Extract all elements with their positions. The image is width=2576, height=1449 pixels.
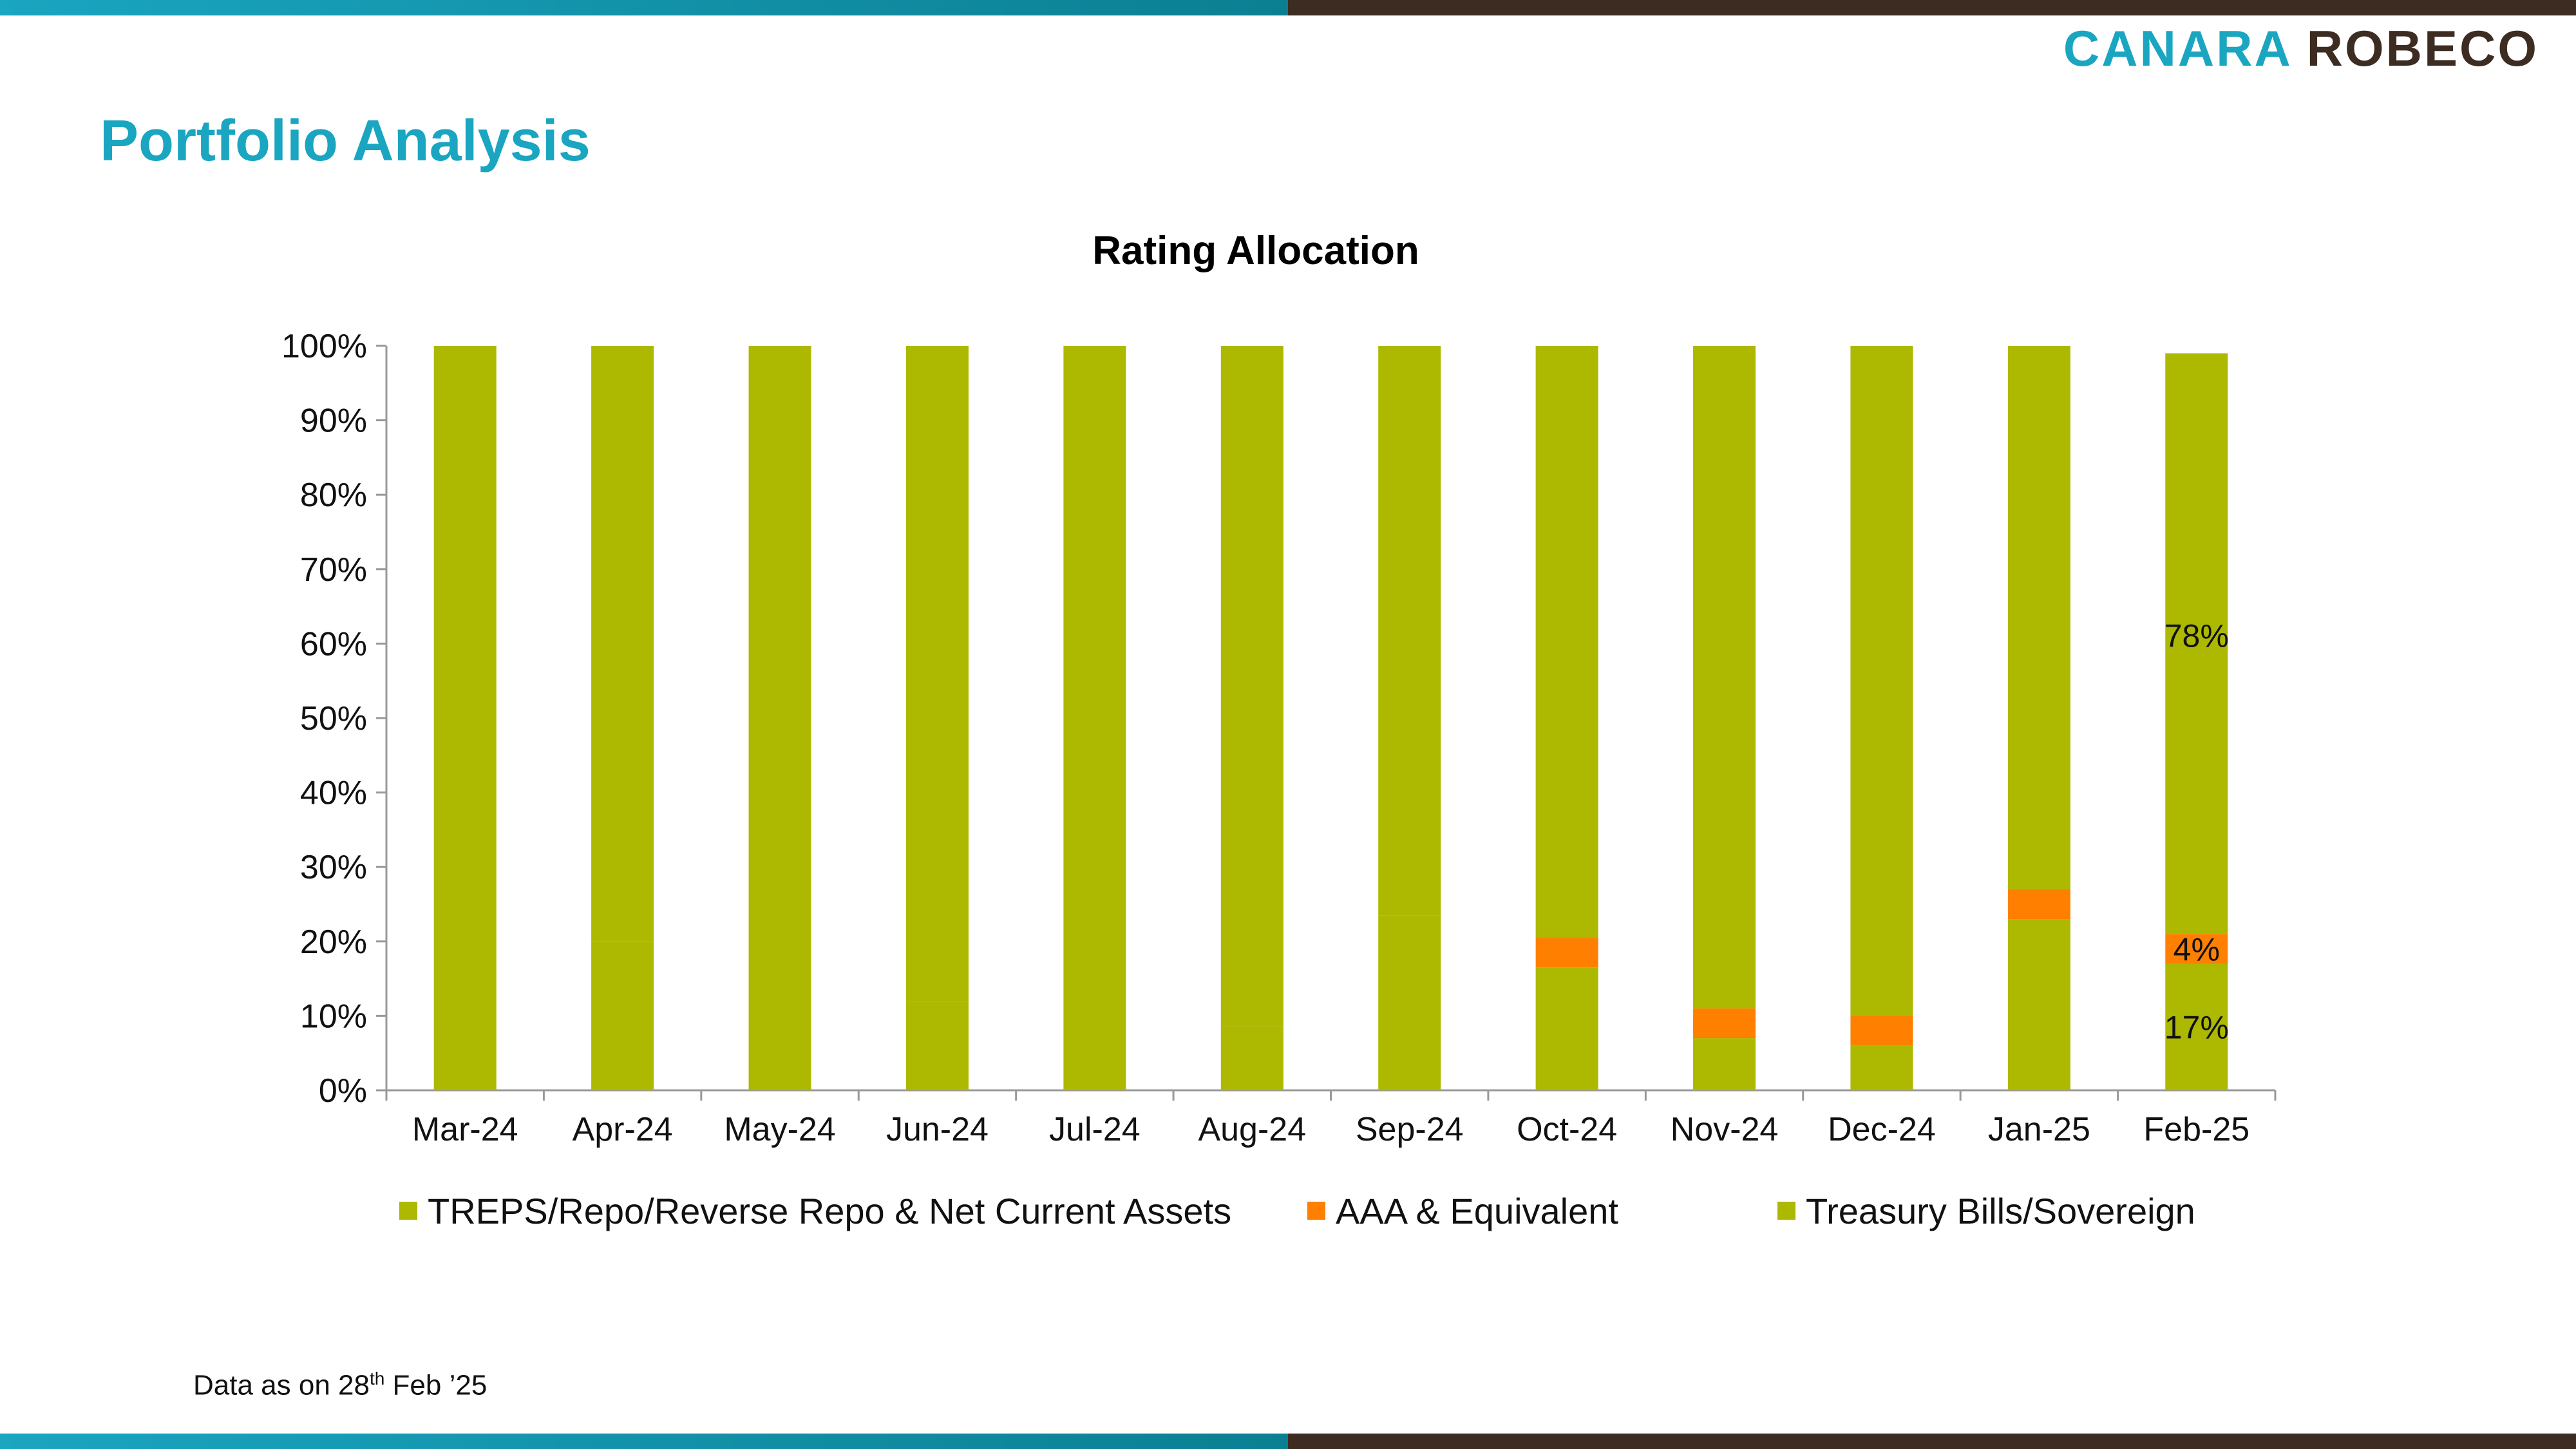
bar-segment	[1850, 1016, 1913, 1046]
bottom-accent-bar	[0, 1434, 1288, 1449]
bar-segment	[748, 346, 811, 1090]
bar-segment	[433, 346, 497, 1031]
bar-segment	[1535, 967, 1598, 1090]
bar-segment	[2007, 889, 2070, 920]
y-tick-label: 70%	[300, 551, 367, 589]
page-title: Portfolio Analysis	[100, 109, 591, 173]
brand-logo: CANARA ROBECO	[2063, 20, 2539, 77]
x-tick-label: Nov-24	[1671, 1111, 1779, 1148]
legend-label: TREPS/Repo/Reverse Repo & Net Current As…	[428, 1190, 1232, 1231]
bar-segment	[1220, 346, 1283, 1027]
x-tick-label: Apr-24	[573, 1111, 673, 1148]
bar-segment	[905, 1001, 969, 1090]
bar-segment	[2007, 346, 2070, 889]
data-label: 17%	[2164, 1010, 2229, 1046]
chart-title: Rating Allocation	[1092, 229, 1419, 273]
bar-segment	[1063, 346, 1126, 1090]
bar-segment	[1850, 1045, 1913, 1090]
bar-segment	[1693, 1038, 1756, 1090]
bar-segment	[1535, 346, 1598, 938]
bar-segment	[1535, 938, 1598, 968]
legend-label: Treasury Bills/Sovereign	[1806, 1190, 2195, 1231]
bar-segment	[905, 346, 969, 1001]
x-tick-label: Jul-24	[1049, 1111, 1141, 1148]
x-tick-label: Dec-24	[1828, 1111, 1936, 1148]
bar-segment	[1693, 1008, 1756, 1039]
y-tick-label: 100%	[281, 328, 367, 365]
legend-label: AAA & Equivalent	[1336, 1190, 1618, 1231]
bar-segment	[1850, 346, 1913, 1016]
bar-segment	[2165, 353, 2228, 934]
bar-segment	[2165, 963, 2228, 1090]
y-tick-label: 0%	[319, 1072, 367, 1110]
x-tick-label: Oct-24	[1517, 1111, 1617, 1148]
data-date-footnote: Data as on 28th Feb ’25	[193, 1368, 488, 1401]
bar-segment	[1693, 346, 1756, 1009]
legend-item: TREPS/Repo/Reverse Repo & Net Current As…	[399, 1190, 1231, 1232]
bottom-dark-bar	[1288, 1434, 2576, 1449]
y-tick-label: 60%	[300, 625, 367, 663]
y-tick-label: 40%	[300, 775, 367, 812]
y-tick-label: 30%	[300, 849, 367, 886]
top-dark-bar	[1288, 0, 2576, 15]
bar-segment	[2007, 919, 2070, 1090]
y-tick-label: 80%	[300, 477, 367, 514]
legend-swatch	[1307, 1202, 1325, 1220]
bar-segment	[591, 941, 654, 1090]
y-tick-label: 10%	[300, 998, 367, 1035]
y-tick-label: 50%	[300, 700, 367, 737]
bar-segment	[2165, 934, 2228, 964]
data-label: 78%	[2164, 618, 2229, 654]
legend-swatch	[1777, 1202, 1795, 1220]
bar-segment	[1378, 346, 1441, 916]
x-tick-label: May-24	[724, 1111, 835, 1148]
bar-segment	[591, 346, 654, 942]
bar-segment	[433, 1030, 497, 1090]
bar-segment	[1220, 1027, 1283, 1090]
x-tick-label: Jan-25	[1988, 1111, 2090, 1148]
y-tick-label: 20%	[300, 923, 367, 961]
data-label: 4%	[2174, 931, 2220, 967]
legend-item: Treasury Bills/Sovereign	[1777, 1190, 2195, 1232]
top-accent-bar	[0, 0, 1288, 15]
bar-segment	[1378, 915, 1441, 1090]
y-tick-label: 90%	[300, 402, 367, 440]
legend-swatch	[399, 1202, 417, 1220]
x-tick-label: Aug-24	[1198, 1111, 1306, 1148]
x-tick-label: Sep-24	[1356, 1111, 1464, 1148]
x-tick-label: Mar-24	[412, 1111, 518, 1148]
x-tick-label: Feb-25	[2143, 1111, 2249, 1148]
x-tick-label: Jun-24	[886, 1111, 989, 1148]
legend-item: AAA & Equivalent	[1307, 1190, 1618, 1232]
